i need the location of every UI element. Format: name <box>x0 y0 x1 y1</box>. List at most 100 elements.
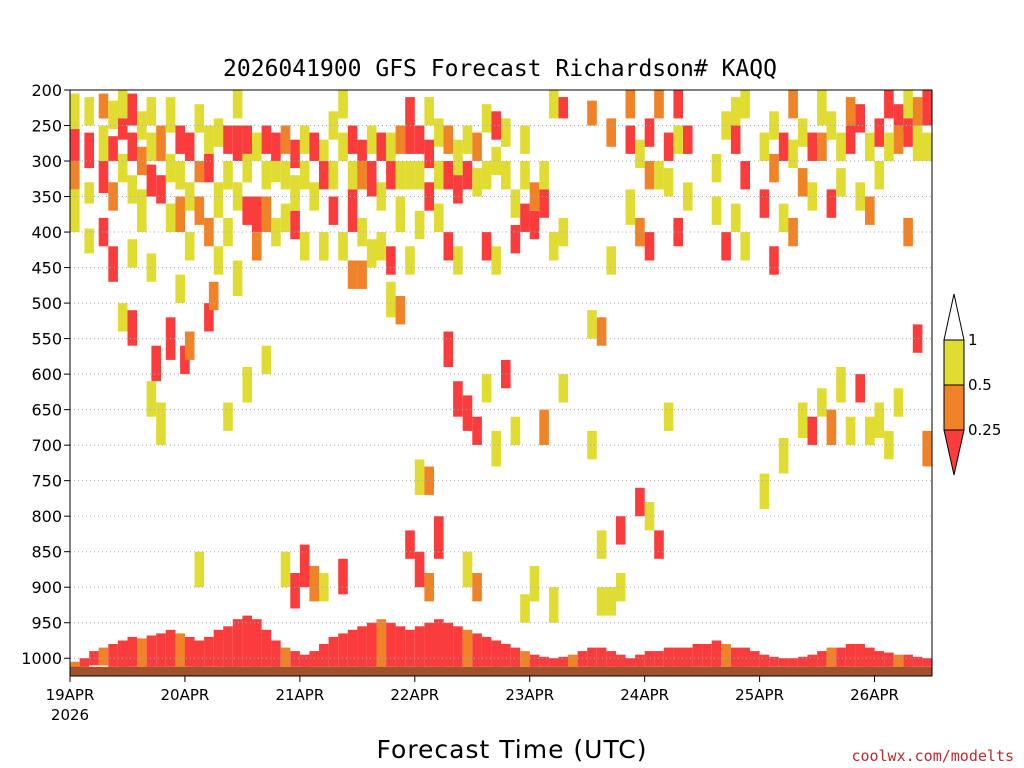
ri-cell <box>788 217 798 247</box>
ri-cell <box>501 644 511 667</box>
ri-cell <box>271 640 281 667</box>
ri-cell <box>606 587 616 616</box>
ri-cell <box>223 161 233 190</box>
ri-cell <box>443 161 454 190</box>
ri-cell <box>673 647 683 667</box>
ri-cell <box>683 182 693 211</box>
ri-cell <box>903 90 913 119</box>
ri-cell <box>434 161 444 190</box>
ri-cell <box>462 629 473 667</box>
ri-cell <box>127 310 138 346</box>
ri-cell <box>299 161 310 190</box>
ri-cell <box>529 210 540 240</box>
ri-cell <box>769 656 779 667</box>
ri-cell <box>213 182 224 218</box>
legend-swatch <box>943 429 965 476</box>
ri-cell <box>156 125 166 161</box>
ri-cell <box>184 636 195 667</box>
ri-cell <box>424 622 434 667</box>
ri-cell <box>654 530 664 559</box>
ri-cell <box>529 654 540 667</box>
ri-cell <box>769 153 779 183</box>
ri-cell <box>290 573 300 609</box>
y-tick-label: 500 <box>31 294 62 313</box>
y-tick-label: 400 <box>31 223 62 242</box>
ri-cell <box>261 125 272 154</box>
ri-cell <box>376 132 387 161</box>
ri-cell <box>510 416 521 446</box>
ri-cell <box>903 654 913 667</box>
ri-cell <box>424 139 434 169</box>
ri-cell <box>280 125 291 154</box>
ri-cell <box>568 654 578 667</box>
ri-cell <box>280 161 291 190</box>
ri-cell <box>520 651 530 667</box>
ri-cell <box>817 651 827 667</box>
y-tick-label: 600 <box>31 365 62 384</box>
ri-cell <box>376 619 387 667</box>
legend: 1 0.5 0.25 <box>943 293 1001 476</box>
ri-cell <box>797 656 808 667</box>
y-tick-label: 350 <box>31 188 62 207</box>
ri-cell <box>625 189 636 225</box>
ri-cell <box>151 345 161 382</box>
ri-cell <box>146 381 157 417</box>
ri-cell <box>405 530 415 559</box>
ri-cell <box>730 647 741 667</box>
y-tick-label: 300 <box>31 152 62 171</box>
ri-cell <box>70 161 80 190</box>
ri-cell <box>328 161 339 190</box>
ri-cell <box>338 90 348 119</box>
ri-cell <box>865 416 875 446</box>
ri-cell <box>778 132 789 161</box>
ri-cell <box>587 100 597 126</box>
ri-cell <box>405 246 415 275</box>
chart-title: 2026041900 GFS Forecast Richardson# KAQQ <box>223 56 777 82</box>
ri-cell <box>357 626 367 667</box>
ri-cell <box>865 196 875 225</box>
ri-cell <box>208 281 219 311</box>
ri-cell <box>146 164 157 197</box>
ri-cell <box>405 629 415 667</box>
ri-cell <box>635 217 645 247</box>
ri-cell <box>893 388 904 417</box>
ri-cell <box>165 97 176 133</box>
ri-cell <box>730 97 741 126</box>
ri-cell <box>414 551 425 588</box>
ri-cell <box>309 132 319 161</box>
ri-cell <box>884 652 894 667</box>
ri-cell <box>817 132 827 161</box>
ri-cell <box>386 132 396 161</box>
ri-cell <box>84 228 94 254</box>
y-tick-label: 250 <box>31 117 62 136</box>
ri-cell <box>663 402 674 431</box>
ri-cell <box>357 161 367 190</box>
x-axis: 19APR 2026 20APR 21APR 22APR 23APR 24APR 25APR 2… <box>46 676 899 724</box>
ri-cell <box>309 565 319 602</box>
ri-cell <box>625 658 636 667</box>
ri-cell <box>817 388 827 417</box>
y-tick-label: 200 <box>31 81 62 100</box>
ri-cell <box>108 246 118 282</box>
y-tick-label: 700 <box>31 436 62 455</box>
ri-cell <box>558 374 569 403</box>
ri-cell <box>826 409 837 446</box>
ri-cell <box>184 182 195 211</box>
ri-cell <box>903 217 913 247</box>
ri-cell <box>654 651 664 667</box>
ri-cell <box>242 367 252 403</box>
ri-cell <box>194 551 205 588</box>
ri-cell <box>520 125 530 154</box>
ri-cell <box>443 331 454 367</box>
ri-cell <box>175 196 185 232</box>
ri-cell <box>740 647 750 667</box>
ri-cell <box>98 93 109 119</box>
ri-cell <box>319 161 329 190</box>
ri-cell <box>242 615 252 667</box>
ri-cell <box>558 217 569 247</box>
y-tick-label: 550 <box>31 330 62 349</box>
ri-cell <box>845 644 856 667</box>
ri-cell <box>79 658 90 667</box>
ri-cell <box>797 118 808 147</box>
